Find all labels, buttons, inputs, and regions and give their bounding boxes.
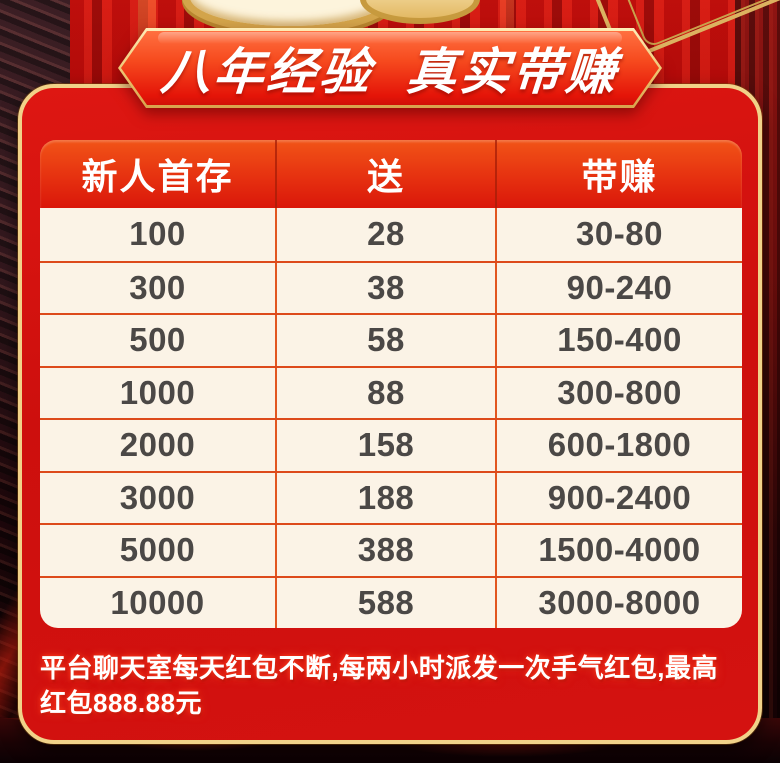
table-row: 3000 188 900-2400 xyxy=(40,470,742,523)
earn-range: 90-240 xyxy=(495,262,742,313)
earn-range: 150-400 xyxy=(495,315,742,366)
earn-range: 1500-4000 xyxy=(495,525,742,576)
earn-range: 3000-8000 xyxy=(495,577,742,628)
bonus-value: 28 xyxy=(275,208,495,261)
table-row: 300 38 90-240 xyxy=(40,260,742,313)
bonus-value: 588 xyxy=(275,577,495,628)
deposit-value: 1000 xyxy=(119,373,196,411)
banner-ribbon: 八年经验 真实带赚 xyxy=(118,28,662,108)
banner-gloss-highlight xyxy=(158,32,622,44)
notice-line-2: 红包888.88元 xyxy=(40,688,203,718)
banner-title: 八年经验 真实带赚 xyxy=(158,44,621,100)
earn-range: 900-2400 xyxy=(495,472,742,523)
deposit-value: 2000 xyxy=(119,426,196,464)
deposit-value: 300 xyxy=(129,268,186,306)
bonus-value: 38 xyxy=(275,262,495,313)
deposit-value: 5000 xyxy=(119,531,196,569)
banner-red-fill xyxy=(121,31,659,105)
promo-notice: 平台聊天室每天红包不断,每两小时派发一次手气红包,最高 红包888.88元 xyxy=(40,651,746,721)
earn-range: 600-1800 xyxy=(495,420,742,471)
table-row: 5000 388 1500-4000 xyxy=(40,523,742,576)
earn-range: 300-800 xyxy=(495,367,742,418)
bonus-value: 158 xyxy=(275,420,495,471)
deposit-bonus-table: 新人首存 送 带赚 100 28 30-80 300 38 90-240 500… xyxy=(40,140,742,628)
table-row: 500 58 150-400 xyxy=(40,313,742,366)
deposit-value: 3000 xyxy=(119,478,196,516)
deposit-value: 500 xyxy=(129,321,186,359)
table-row: 10000 588 3000-8000 xyxy=(40,575,742,628)
table-row: 1000 88 300-800 xyxy=(40,365,742,418)
bonus-value: 88 xyxy=(275,367,495,418)
notice-line-1: 平台聊天室每天红包不断,每两小时派发一次手气红包,最高 xyxy=(40,653,718,683)
table-row: 100 28 30-80 xyxy=(40,208,742,261)
table-header: 新人首存 送 带赚 xyxy=(40,140,742,208)
bonus-value: 388 xyxy=(275,525,495,576)
deposit-value: 100 xyxy=(129,215,186,253)
bonus-value: 58 xyxy=(275,315,495,366)
table-row: 2000 158 600-1800 xyxy=(40,418,742,471)
deposit-value: 10000 xyxy=(110,583,205,621)
header-cell-bonus: 送 xyxy=(275,140,495,208)
earn-range: 30-80 xyxy=(495,208,742,261)
header-cell-deposit: 新人首存 xyxy=(81,156,234,197)
header-cell-earn: 带赚 xyxy=(495,140,742,208)
bonus-value: 188 xyxy=(275,472,495,523)
table-body: 100 28 30-80 300 38 90-240 500 58 150-40… xyxy=(40,208,742,628)
